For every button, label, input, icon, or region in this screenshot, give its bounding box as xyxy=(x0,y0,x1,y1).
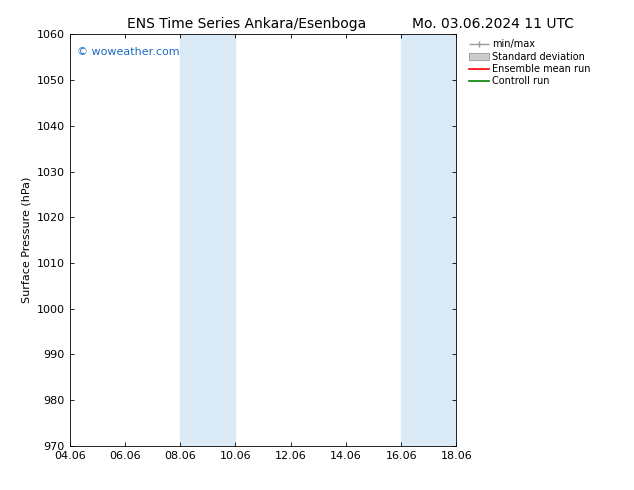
Text: © woweather.com: © woweather.com xyxy=(77,47,180,57)
Bar xyxy=(401,34,456,446)
Bar xyxy=(180,34,235,446)
Legend: min/max, Standard deviation, Ensemble mean run, Controll run: min/max, Standard deviation, Ensemble me… xyxy=(469,39,591,86)
Text: ENS Time Series Ankara/Esenboga: ENS Time Series Ankara/Esenboga xyxy=(127,17,366,31)
Y-axis label: Surface Pressure (hPa): Surface Pressure (hPa) xyxy=(21,177,31,303)
Text: Mo. 03.06.2024 11 UTC: Mo. 03.06.2024 11 UTC xyxy=(412,17,574,31)
